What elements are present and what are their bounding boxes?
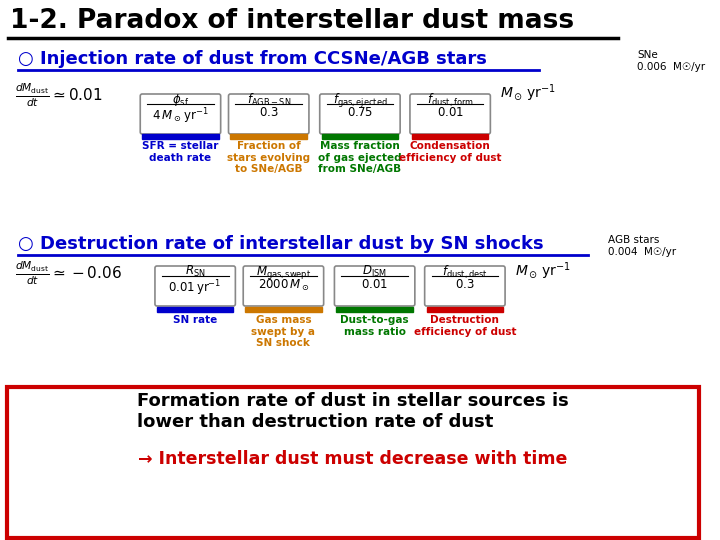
Text: $D_{\rm ISM}$: $D_{\rm ISM}$ xyxy=(362,264,387,279)
Text: $M_{\rm gas,swept}$: $M_{\rm gas,swept}$ xyxy=(256,264,311,281)
Text: $0.75$: $0.75$ xyxy=(347,106,373,119)
Text: $\phi_{\rm sf}$: $\phi_{\rm sf}$ xyxy=(172,92,189,108)
Bar xyxy=(157,307,233,312)
Text: SFR = stellar
death rate: SFR = stellar death rate xyxy=(143,141,219,163)
Bar xyxy=(412,134,488,139)
Text: AGB stars
0.004  M☉/yr: AGB stars 0.004 M☉/yr xyxy=(608,235,676,256)
Text: Destruction
efficiency of dust: Destruction efficiency of dust xyxy=(413,315,516,336)
Text: Formation rate of dust in stellar sources is
lower than destruction rate of dust: Formation rate of dust in stellar source… xyxy=(138,392,569,431)
Text: ○ Destruction rate of interstellar dust by SN shocks: ○ Destruction rate of interstellar dust … xyxy=(18,235,544,253)
Text: $0.3$: $0.3$ xyxy=(455,278,474,291)
Text: SN rate: SN rate xyxy=(173,315,217,325)
Text: → Interstellar dust must decrease with time: → Interstellar dust must decrease with t… xyxy=(138,450,568,468)
FancyBboxPatch shape xyxy=(320,94,400,134)
Text: Mass fraction
of gas ejected
from SNe/AGB: Mass fraction of gas ejected from SNe/AG… xyxy=(318,141,402,174)
FancyBboxPatch shape xyxy=(228,94,309,134)
FancyBboxPatch shape xyxy=(7,387,699,538)
Bar xyxy=(246,307,322,312)
Text: $R_{\rm SN}$: $R_{\rm SN}$ xyxy=(185,264,205,279)
Text: Fraction of
stars evolving
to SNe/AGB: Fraction of stars evolving to SNe/AGB xyxy=(227,141,310,174)
Text: $\frac{dM_{\rm dust}}{dt} \simeq 0.01$: $\frac{dM_{\rm dust}}{dt} \simeq 0.01$ xyxy=(14,82,102,110)
Text: $f_{\rm AGB-SN}$: $f_{\rm AGB-SN}$ xyxy=(246,92,291,108)
Bar xyxy=(143,134,219,139)
Bar xyxy=(230,134,307,139)
Text: $2000\,M_\odot$: $2000\,M_\odot$ xyxy=(258,278,310,293)
FancyBboxPatch shape xyxy=(155,266,235,306)
Text: $M_\odot\,{\rm yr}^{-1}$: $M_\odot\,{\rm yr}^{-1}$ xyxy=(515,260,571,281)
FancyBboxPatch shape xyxy=(334,266,415,306)
Text: $f_{\rm dust,dest}$: $f_{\rm dust,dest}$ xyxy=(442,264,488,281)
Text: $f_{\rm dust,form}$: $f_{\rm dust,form}$ xyxy=(427,92,474,110)
FancyBboxPatch shape xyxy=(140,94,220,134)
Text: $4\,M_\odot\,{\rm yr}^{-1}$: $4\,M_\odot\,{\rm yr}^{-1}$ xyxy=(152,106,209,126)
Text: SNe
0.006  M☉/yr: SNe 0.006 M☉/yr xyxy=(637,50,706,72)
Bar xyxy=(427,307,503,312)
Text: $f_{\rm gas,ejected}$: $f_{\rm gas,ejected}$ xyxy=(333,92,387,110)
Text: Condensation
efficiency of dust: Condensation efficiency of dust xyxy=(399,141,501,163)
Text: $0.3$: $0.3$ xyxy=(259,106,279,119)
Text: Dust-to-gas
mass ratio: Dust-to-gas mass ratio xyxy=(341,315,409,336)
Text: $0.01$: $0.01$ xyxy=(361,278,388,291)
FancyBboxPatch shape xyxy=(410,94,490,134)
Bar xyxy=(336,307,413,312)
Text: $0.01\,{\rm yr}^{-1}$: $0.01\,{\rm yr}^{-1}$ xyxy=(168,278,222,298)
FancyBboxPatch shape xyxy=(425,266,505,306)
Text: ○ Injection rate of dust from CCSNe/AGB stars: ○ Injection rate of dust from CCSNe/AGB … xyxy=(18,50,487,68)
Text: Gas mass
swept by a
SN shock: Gas mass swept by a SN shock xyxy=(251,315,315,348)
Text: $0.01$: $0.01$ xyxy=(436,106,464,119)
Text: $\frac{dM_{\rm dust}}{dt} \simeq -0.06$: $\frac{dM_{\rm dust}}{dt} \simeq -0.06$ xyxy=(14,260,122,287)
Bar xyxy=(322,134,398,139)
Text: $M_\odot\,{\rm yr}^{-1}$: $M_\odot\,{\rm yr}^{-1}$ xyxy=(500,82,556,104)
Text: 1-2. Paradox of interstellar dust mass: 1-2. Paradox of interstellar dust mass xyxy=(10,8,574,34)
FancyBboxPatch shape xyxy=(243,266,324,306)
